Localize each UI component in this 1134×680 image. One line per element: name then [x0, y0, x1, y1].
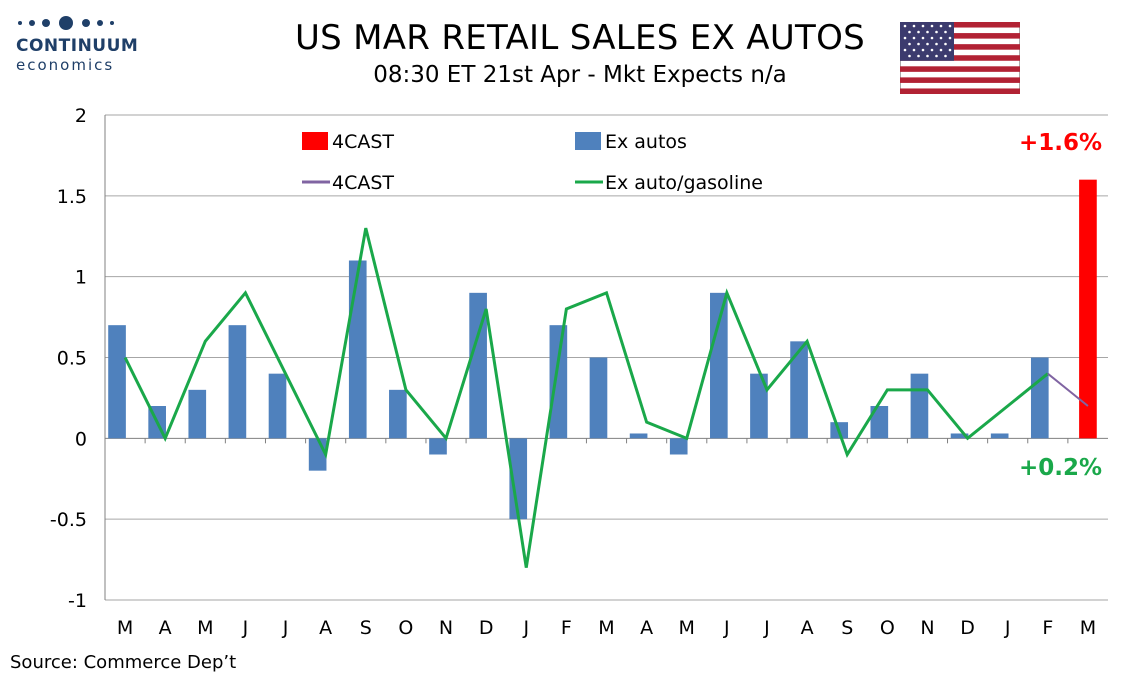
ex-autos-bar	[750, 373, 768, 439]
x-tick-label: O	[398, 617, 413, 639]
x-tick-label: S	[360, 617, 372, 639]
x-tick-label: A	[801, 617, 814, 639]
x-tick-label: F	[561, 617, 572, 639]
ex-autos-bar	[108, 325, 126, 439]
x-tick-label: J	[242, 617, 249, 639]
ex-autos-bar	[589, 357, 608, 439]
y-tick-label: 1.5	[57, 186, 87, 208]
x-tick-label: J	[763, 617, 770, 639]
x-tick-label: J	[282, 617, 289, 639]
legend-ex-autos-label: Ex autos	[605, 131, 687, 153]
ex-autos-bar	[469, 292, 487, 439]
x-tick-label: A	[319, 617, 332, 639]
forecast-line	[1047, 372, 1089, 407]
ex-autos-bar	[990, 433, 1009, 439]
logo-name: CONTINUUM	[16, 36, 139, 56]
ex-autos-bar	[790, 341, 808, 439]
x-tick-label: O	[880, 617, 895, 639]
ex-autos-bar	[348, 260, 367, 439]
ex-autos-bar	[389, 389, 407, 439]
x-tick-label: N	[920, 617, 934, 639]
x-tick-label: M	[197, 617, 213, 639]
continuum-logo: CONTINUUM economics	[14, 14, 138, 74]
forecast-bar-annotation: +1.6%	[1019, 130, 1102, 156]
logo-dots-icon	[18, 16, 114, 30]
x-tick-label: F	[1042, 617, 1053, 639]
x-tick-label: N	[439, 617, 453, 639]
legend-4cast-bar-label: 4CAST	[332, 131, 394, 153]
x-tick-label: M	[598, 617, 614, 639]
x-tick-label: A	[159, 617, 172, 639]
x-tick-label: D	[479, 617, 494, 639]
x-tick-label: J	[723, 617, 730, 639]
ex-autos-bar	[910, 373, 929, 439]
ex-auto-gasoline-line	[123, 227, 1049, 568]
x-tick-label: J	[1004, 617, 1011, 639]
source-note: Source: Commerce Dep’t	[10, 652, 237, 673]
ex-autos-bar	[429, 438, 447, 455]
x-tick-label: J	[522, 617, 529, 639]
y-tick-label: 0	[75, 428, 87, 450]
ex-autos-bar	[1030, 357, 1049, 439]
ex-autos-bar	[228, 325, 247, 439]
x-tick-label: M	[117, 617, 133, 639]
x-tick-label: A	[640, 617, 653, 639]
ex-autos-bar	[629, 433, 648, 439]
x-tick-label: M	[1080, 617, 1096, 639]
x-tick-label: D	[960, 617, 975, 639]
legend-ex-autos-swatch	[575, 132, 601, 150]
legend-4cast-bar-swatch	[302, 132, 328, 150]
legend-ex-auto-gasoline-label: Ex auto/gasoline	[605, 172, 763, 194]
ex-autos-bar	[188, 389, 207, 439]
legend-4cast-line-label: 4CAST	[332, 172, 394, 194]
y-tick-label: 1	[75, 267, 87, 289]
forecast-bar	[1079, 179, 1097, 439]
us-flag-icon	[900, 22, 1020, 94]
ex-autos-bar	[870, 406, 889, 439]
ex-autos-bar	[268, 373, 287, 439]
x-tick-label: S	[841, 617, 853, 639]
ex-autos-bar	[669, 438, 688, 455]
y-tick-label: -0.5	[50, 509, 87, 531]
ex-autos-bar	[308, 438, 327, 471]
ex-autos-bar	[950, 433, 969, 439]
forecast-line-annotation: +0.2%	[1019, 455, 1102, 481]
x-tick-label: M	[679, 617, 695, 639]
y-tick-label: -1	[68, 590, 87, 612]
ex-autos-bar	[549, 325, 568, 439]
chart-subtitle: 08:30 ET 21st Apr - Mkt Expects n/a	[373, 62, 787, 88]
logo-subtitle: economics	[16, 56, 115, 74]
ex-autos-bar	[509, 438, 528, 520]
y-tick-label: 2	[75, 105, 87, 127]
ex-autos-bar	[710, 292, 728, 439]
chart-title: US MAR RETAIL SALES EX AUTOS	[294, 18, 866, 58]
y-tick-label: 0.5	[57, 348, 87, 370]
